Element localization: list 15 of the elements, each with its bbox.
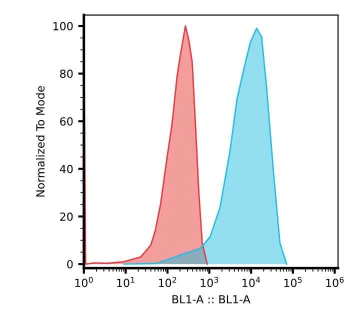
x-tick-label: 10$^{6}$ <box>326 276 344 288</box>
x-tick-label: 10$^{0}$ <box>75 276 93 288</box>
y-tick-label: 60 <box>60 117 73 126</box>
x-tick-label: 10$^{1}$ <box>117 277 134 288</box>
x-tick-label: 10$^{2}$ <box>158 276 176 288</box>
y-tick-label: 80 <box>60 70 73 78</box>
x-axis-title: BL1-A :: BL1-A <box>172 295 250 304</box>
x-tick-label: 10$^{5}$ <box>284 277 302 288</box>
x-tick-label: 10$^{4}$ <box>242 277 260 288</box>
y-tick-label: 0 <box>67 260 73 268</box>
y-tick-label: 100 <box>53 22 73 30</box>
y-axis-title: Normalized To Mode <box>36 86 45 197</box>
y-tick-label: 20 <box>60 212 73 221</box>
x-tick-label: 10$^{3}$ <box>200 276 218 288</box>
y-tick-label: 40 <box>60 164 73 174</box>
